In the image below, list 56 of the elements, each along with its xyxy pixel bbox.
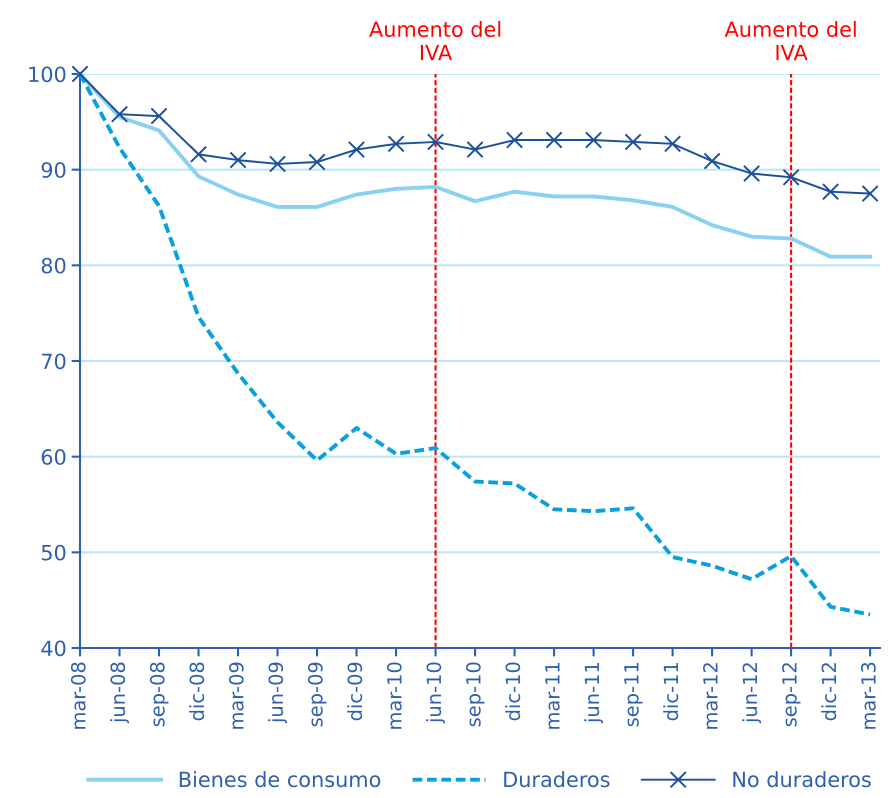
point: [506, 131, 524, 149]
x-tick-label: dic-12: [821, 663, 836, 720]
y-tick-label: 70: [42, 353, 66, 370]
line-series: [78, 72, 872, 259]
point: [742, 164, 760, 182]
point: [150, 107, 168, 125]
point: [466, 140, 484, 158]
x-tick-label: mar-08: [70, 662, 86, 729]
legend-label: No duraderos: [733, 771, 871, 788]
point: [426, 133, 444, 151]
x-tick-label: jun-12: [742, 663, 762, 724]
x-tick-label: sep-08: [150, 662, 168, 726]
x-tick-label: jun-10: [426, 662, 445, 724]
point: [664, 135, 682, 152]
x-tick-label: jun-11: [584, 662, 603, 724]
point: [782, 168, 800, 186]
point: [624, 133, 642, 151]
point: [268, 155, 286, 173]
legend-label: Duraderos: [504, 771, 610, 788]
y-tick-label: 100: [29, 66, 66, 82]
point: [862, 184, 879, 202]
y-tick-label: 40: [41, 640, 66, 656]
x-tick-label: sep-12: [782, 663, 801, 726]
x-tick-label: mar-10: [386, 662, 402, 729]
legend-label: Bienes de consumo: [180, 771, 380, 788]
x-tick-label: jun-09: [268, 662, 287, 724]
ref-line-label: Aumento del IVA: [369, 20, 500, 60]
y-tick-label: 60: [42, 449, 66, 465]
x-tick-label: sep-09: [308, 662, 326, 726]
x-tick-label: dic-09: [347, 662, 362, 720]
point: [308, 153, 326, 171]
y-tick-label: 90: [42, 162, 66, 178]
point: [110, 106, 128, 123]
x-tick-label: sep-10: [466, 662, 484, 726]
point: [387, 135, 405, 152]
point: [71, 65, 89, 83]
point: [822, 183, 840, 200]
line-series: [78, 72, 872, 616]
ref-line-label: Aumento del IVA: [724, 20, 856, 60]
x-tick-label: dic-08: [189, 662, 204, 720]
point: [348, 140, 366, 158]
y-tick-label: 50: [42, 544, 66, 561]
point: [584, 131, 602, 149]
point: [545, 131, 563, 149]
x-tick-label: mar-11: [545, 662, 560, 729]
y-tick-label: 80: [42, 258, 66, 274]
x-tick-label: jun-08: [110, 662, 129, 724]
x-tick-label: sep-11: [624, 662, 642, 726]
point: [703, 152, 721, 170]
x-tick-label: mar-09: [228, 662, 244, 729]
point: [190, 146, 208, 163]
x-tick-label: dic-11: [663, 662, 678, 720]
x-tick-label: dic-10: [505, 662, 520, 720]
x-tick-label: mar-13: [861, 662, 876, 729]
point: [229, 151, 247, 169]
x-tick-label: mar-12: [703, 663, 718, 729]
